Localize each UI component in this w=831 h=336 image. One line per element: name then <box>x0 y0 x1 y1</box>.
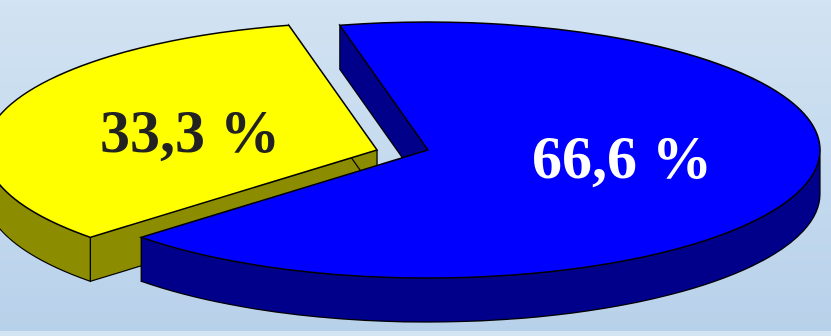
slice-tops <box>0 21 821 279</box>
slice-labels: 33,3 % 66,6 % <box>100 99 712 191</box>
slice-top-blue <box>138 21 821 279</box>
slice-label-yellow: 33,3 % <box>100 99 280 165</box>
slice-label-blue: 66,6 % <box>532 125 712 191</box>
slice-top-yellow <box>0 24 379 239</box>
